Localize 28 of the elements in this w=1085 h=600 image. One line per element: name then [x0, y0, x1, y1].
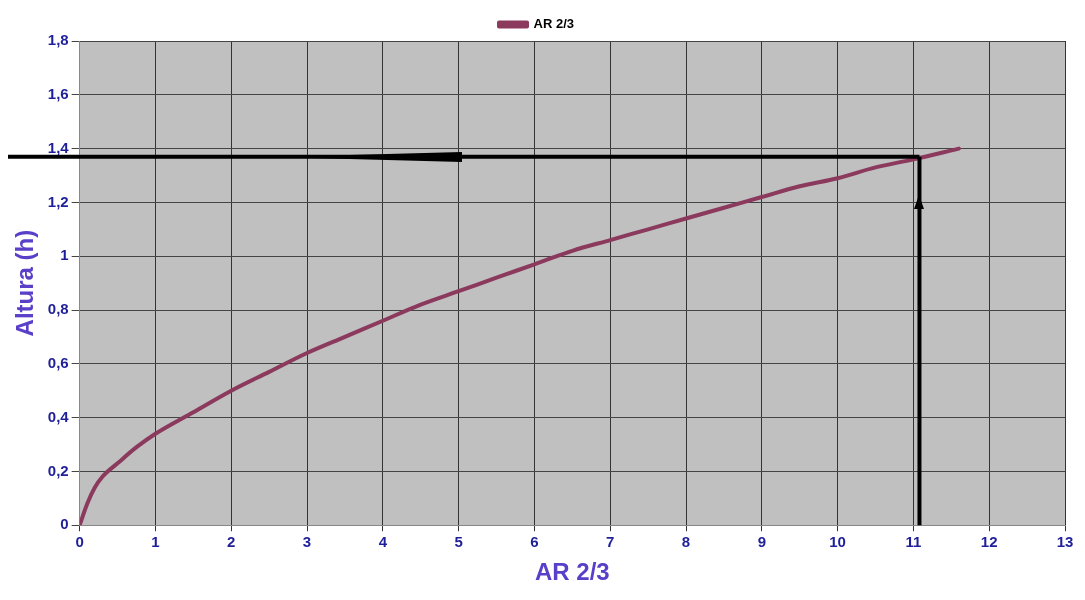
y-tick-label: 1,6 — [47, 84, 69, 102]
x-tick-label: 11 — [905, 533, 922, 551]
y-tick-label: 1,2 — [47, 192, 69, 210]
y-tick-label: 1,4 — [47, 138, 70, 156]
x-tick-label: 5 — [454, 533, 463, 551]
legend-label: AR 2/3 — [533, 16, 574, 32]
y-tick-label: 0,8 — [47, 300, 69, 318]
y-tick-label: 0,6 — [47, 353, 69, 371]
y-tick-label: 0 — [60, 515, 69, 533]
x-tick-label: 4 — [378, 533, 388, 551]
x-tick-label: 8 — [681, 533, 691, 551]
x-tick-label: 3 — [302, 533, 312, 551]
line-series — [79, 146, 961, 526]
x-tick-label: 10 — [829, 533, 846, 551]
x-tick-label: 6 — [530, 533, 539, 551]
x-axis-title: AR 2/3 — [534, 558, 610, 586]
y-tick-label: 0,2 — [47, 461, 69, 479]
x-tick-label: 1 — [151, 533, 160, 551]
x-tick-label: 0 — [75, 533, 84, 551]
x-tick-label: 12 — [980, 533, 998, 551]
y-tick-label: 0,4 — [47, 407, 70, 425]
x-tick-label: 9 — [757, 533, 766, 551]
x-tick-label: 7 — [606, 533, 615, 551]
y-tick-label: 1 — [60, 246, 69, 264]
x-tick-label: 2 — [227, 533, 236, 551]
y-axis-title: Altura (h) — [11, 229, 39, 337]
y-tick-label: 1,8 — [47, 31, 69, 49]
x-tick-label: 13 — [1056, 533, 1074, 551]
